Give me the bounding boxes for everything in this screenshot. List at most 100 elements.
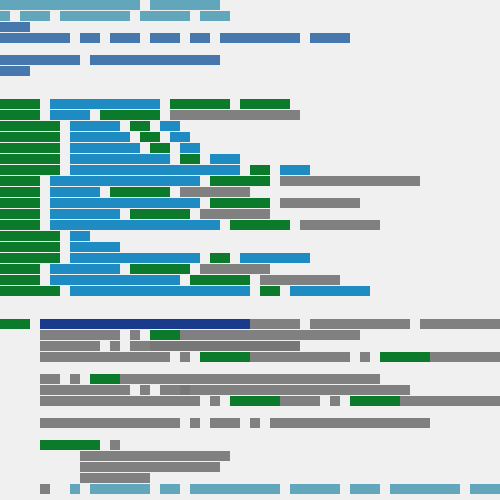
steel-token [90,55,220,65]
gray-token [180,352,190,362]
gray-token [40,352,170,362]
blue-token [70,165,240,175]
green-token [200,352,250,362]
green-token [180,154,200,164]
green-token [210,253,230,263]
teal-token [150,0,220,10]
steel-token [80,33,100,43]
blue-token [290,286,370,296]
gray-token [280,198,360,208]
gray-token [250,418,260,428]
gray-token [80,473,150,483]
gray-token [40,374,60,384]
green-token [130,209,190,219]
blue-token [50,209,120,219]
teal-token [190,484,280,494]
blue-token [50,99,160,109]
green-token [0,132,60,142]
teal-token [70,484,80,494]
green-token [140,132,160,142]
gray-token [260,275,340,285]
blue-token [210,154,240,164]
blue-token [70,143,140,153]
gray-token [120,374,380,384]
gray-token [130,330,140,340]
blue-token [50,264,120,274]
teal-token [140,11,190,21]
green-token [0,231,60,241]
green-token [0,253,60,263]
green-token [230,396,280,406]
gray-token [80,462,220,472]
steel-token [0,33,70,43]
green-token [260,286,280,296]
green-token [0,154,60,164]
teal-token [200,11,230,21]
teal-token [160,484,180,494]
green-token [250,165,270,175]
green-token [0,264,40,274]
teal-token [90,484,150,494]
green-token [0,187,40,197]
green-token [190,275,250,285]
blue-token [50,275,180,285]
teal-token [60,11,130,21]
green-token [110,187,170,197]
blue-token [50,110,90,120]
blue-token [180,143,200,153]
steel-token [0,55,80,65]
blue-token [170,132,190,142]
green-token [0,110,40,120]
green-token [0,176,40,186]
green-token [0,209,40,219]
gray-token [140,385,150,395]
blue-token [70,242,120,252]
gray-token [250,319,300,329]
blue-token [50,198,200,208]
gray-token [80,451,230,461]
blue-token [70,286,250,296]
green-token [170,99,230,109]
gray-token [130,341,150,351]
gray-token [180,330,360,340]
gray-token [250,352,350,362]
gray-token [40,385,130,395]
steel-token [110,33,140,43]
gray-token [280,176,420,186]
gray-token [270,418,430,428]
blue-token [70,253,200,263]
steel-token [150,33,180,43]
green-token [240,99,290,109]
gray-token [280,396,320,406]
gray-token [190,418,200,428]
blue-token [70,132,130,142]
green-token [150,143,170,153]
green-token [0,143,60,153]
selection-token [40,319,250,329]
green-token [150,330,180,340]
gray-token [40,341,100,351]
blue-token [70,231,90,241]
gray-token [190,385,410,395]
steel-token [310,33,350,43]
gray-token [110,341,120,351]
green-token [130,121,150,131]
green-token [230,220,290,230]
gray-token [200,264,270,274]
green-token [210,198,270,208]
gray-token [40,330,120,340]
green-token [0,286,60,296]
green-token [0,165,60,175]
gray-token [170,110,300,120]
green-token [350,396,400,406]
steel-token [0,22,30,32]
green-token [0,319,30,329]
gray-token [40,484,50,494]
teal-token [0,0,140,10]
teal-token [350,484,380,494]
gray-token [210,418,240,428]
gray-token [160,385,180,395]
teal-token [290,484,340,494]
